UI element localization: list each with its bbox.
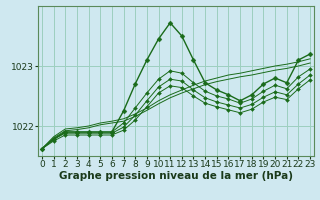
X-axis label: Graphe pression niveau de la mer (hPa): Graphe pression niveau de la mer (hPa) xyxy=(59,171,293,181)
